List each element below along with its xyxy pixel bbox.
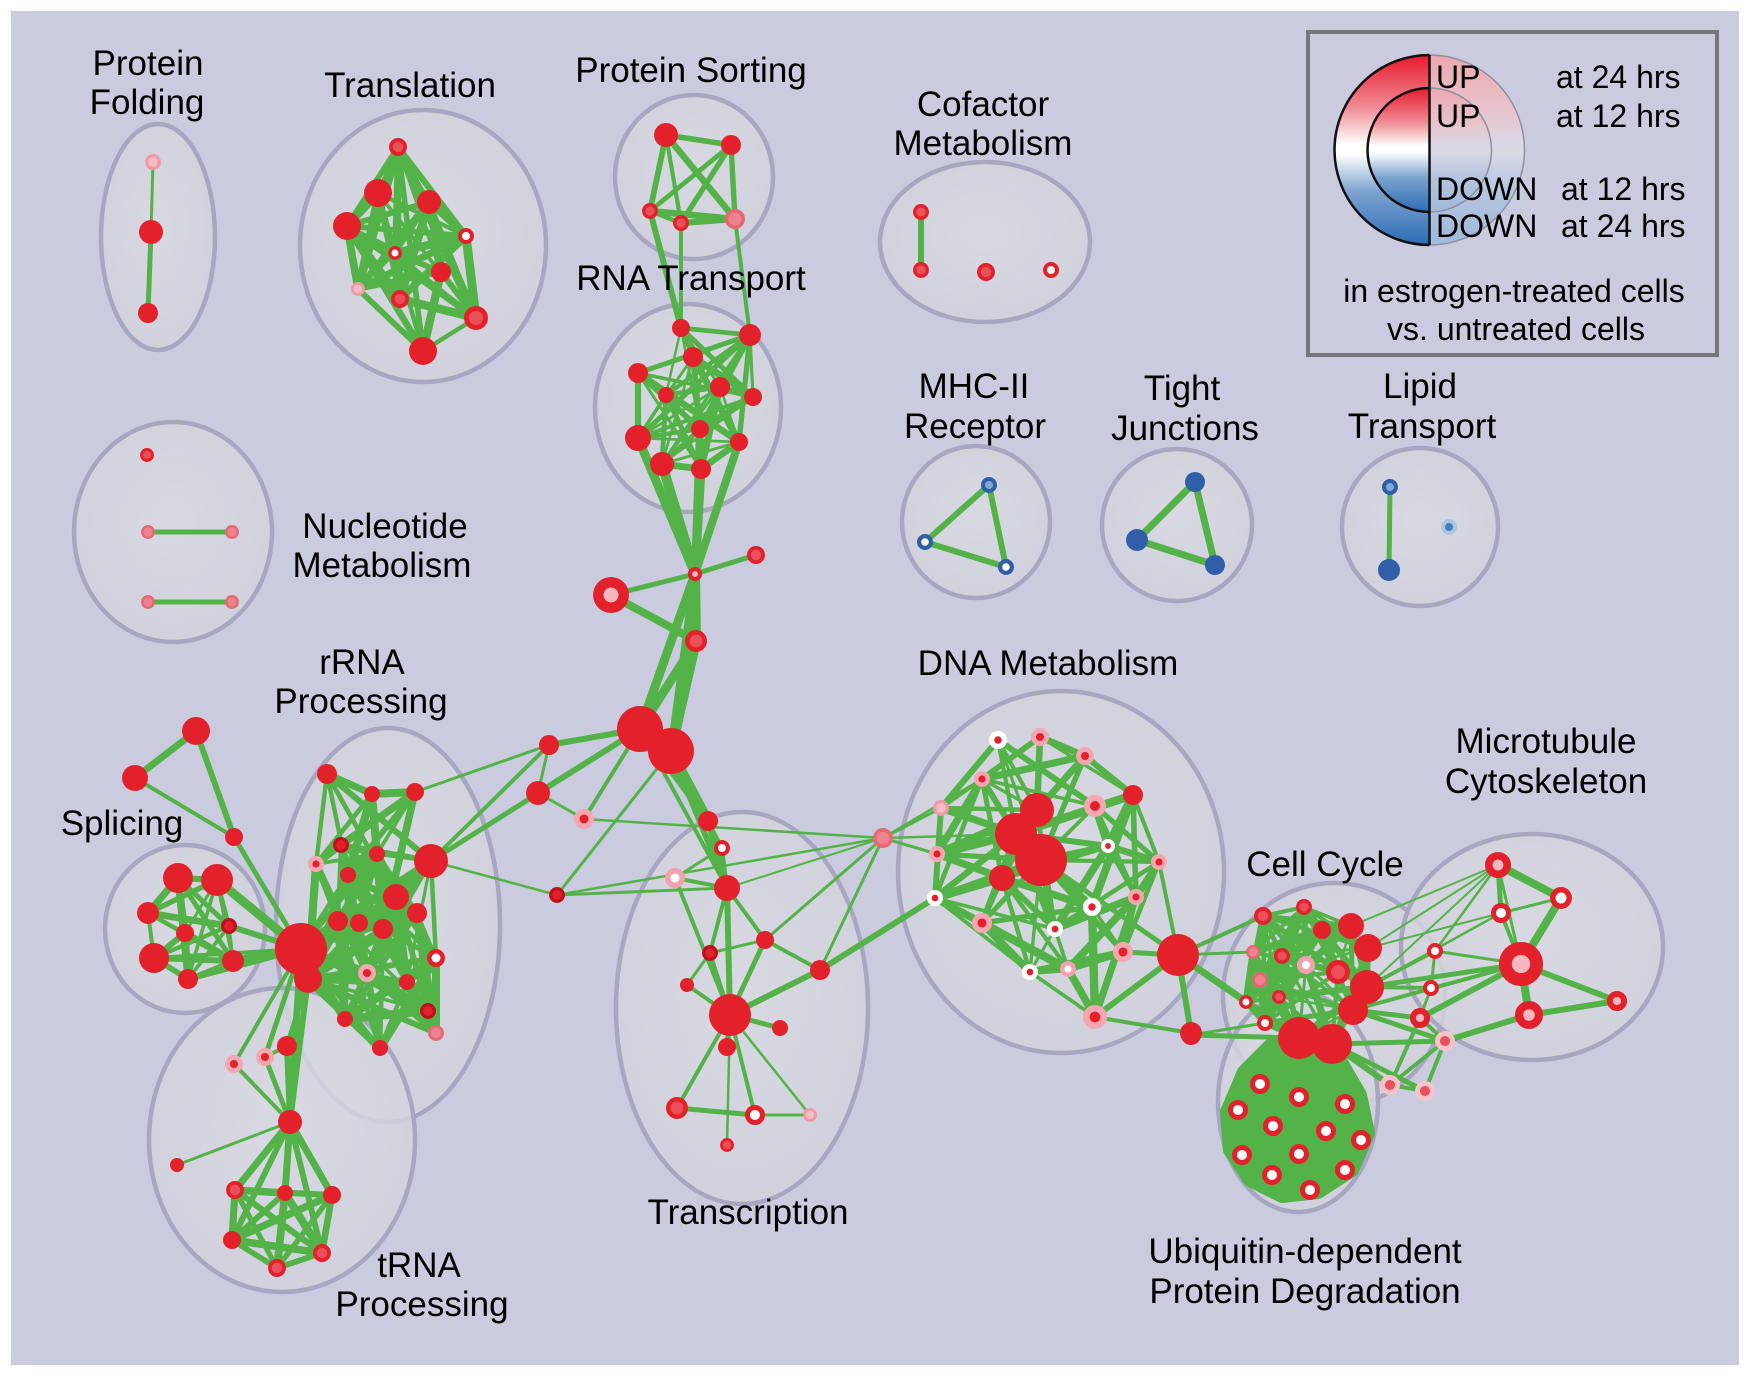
svg-text:tRNA: tRNA [377,1246,461,1285]
svg-text:Metabolism: Metabolism [293,546,472,585]
svg-text:Protein: Protein [93,44,204,83]
svg-text:RNA Transport: RNA Transport [576,259,806,298]
svg-text:DOWN: DOWN [1436,208,1537,244]
svg-text:UP: UP [1436,98,1480,134]
svg-text:Receptor: Receptor [904,407,1046,446]
svg-text:at 12 hrs: at 12 hrs [1556,98,1681,134]
svg-text:at 24 hrs: at 24 hrs [1556,59,1681,95]
svg-text:Metabolism: Metabolism [894,124,1073,163]
svg-text:Tight: Tight [1144,369,1221,408]
svg-text:Nucleotide: Nucleotide [302,507,467,546]
svg-text:Protein Sorting: Protein Sorting [575,51,807,90]
svg-text:UP: UP [1436,59,1480,95]
svg-text:Ubiquitin-dependent: Ubiquitin-dependent [1148,1232,1462,1271]
svg-text:Processing: Processing [335,1285,508,1324]
svg-text:vs. untreated cells: vs. untreated cells [1387,311,1645,347]
svg-text:Processing: Processing [274,682,447,721]
svg-text:Junctions: Junctions [1111,409,1259,448]
svg-text:Transcription: Transcription [648,1193,849,1232]
svg-text:Cofactor: Cofactor [917,85,1050,124]
svg-text:DOWN: DOWN [1436,171,1537,207]
svg-text:Cell Cycle: Cell Cycle [1246,845,1404,884]
svg-text:Folding: Folding [90,83,205,122]
svg-text:DNA Metabolism: DNA Metabolism [918,644,1179,683]
svg-text:Transport: Transport [1348,407,1497,446]
svg-text:MHC-II: MHC-II [919,367,1030,406]
svg-text:Splicing: Splicing [61,804,184,843]
svg-text:Protein Degradation: Protein Degradation [1149,1272,1460,1311]
svg-text:at 24 hrs: at 24 hrs [1561,208,1686,244]
svg-text:Microtubule: Microtubule [1456,722,1637,761]
svg-text:Cytoskeleton: Cytoskeleton [1445,762,1647,801]
svg-text:at 12 hrs: at 12 hrs [1561,171,1686,207]
svg-text:rRNA: rRNA [319,643,405,682]
svg-text:in estrogen-treated cells: in estrogen-treated cells [1343,273,1685,309]
svg-text:Lipid: Lipid [1383,367,1457,406]
svg-text:Translation: Translation [324,66,496,105]
